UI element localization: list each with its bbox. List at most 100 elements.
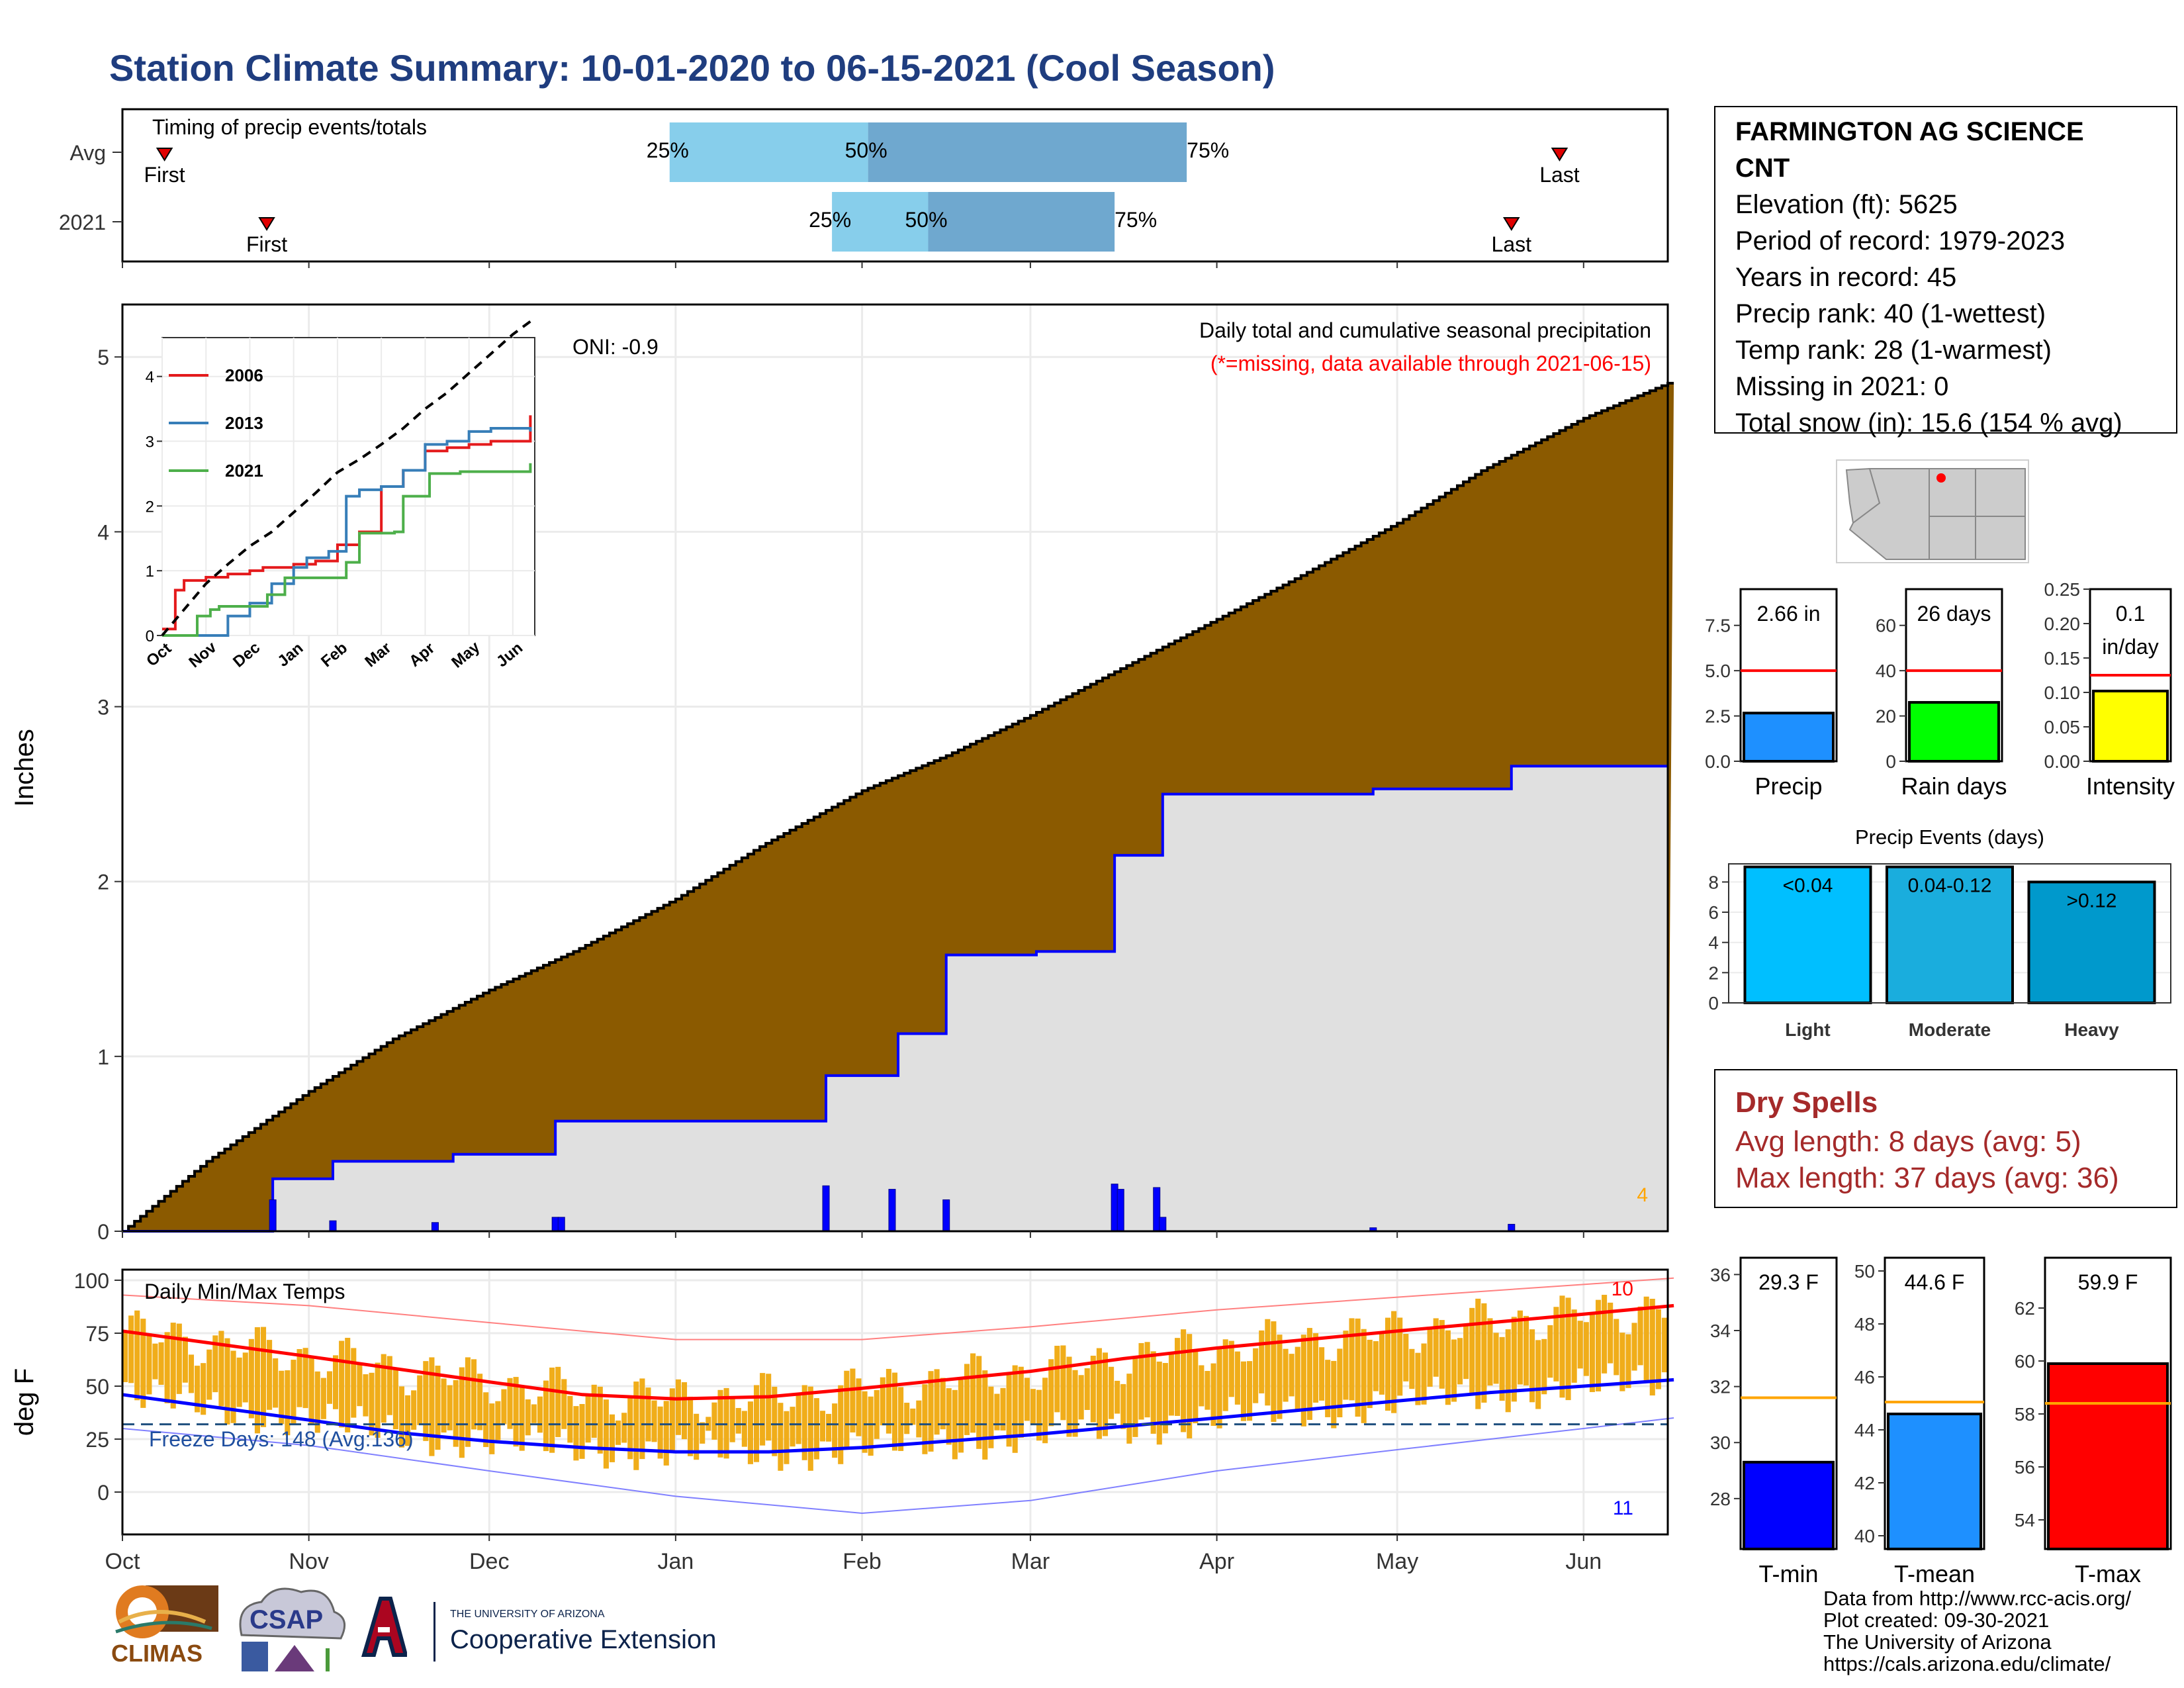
credit-univ: The University of Arizona <box>1823 1630 2052 1654</box>
daily-temp-bar <box>1247 1361 1253 1421</box>
daily-temp-bar <box>946 1388 952 1445</box>
temp-y-label: deg F <box>10 1368 39 1436</box>
small-bar-y-tick-label: 48 <box>1854 1314 1875 1335</box>
small-bar-y-tick-label: 56 <box>2015 1457 2035 1477</box>
freeze-days-label: Freeze Days: 148 (Avg:136) <box>149 1427 414 1451</box>
temp-y-tick-label: 25 <box>85 1428 109 1452</box>
daily-temp-bar <box>988 1386 994 1448</box>
daily-temp-bar <box>507 1378 513 1429</box>
daily-temp-bar <box>1066 1356 1072 1437</box>
daily-temp-bar <box>513 1377 519 1447</box>
credit-source: Data from http://www.rcc-acis.org/ <box>1823 1587 2132 1610</box>
daily-temp-bar <box>1109 1366 1115 1419</box>
daily-temp-bar <box>675 1379 681 1435</box>
station-name: FARMINGTON AG SCIENCE <box>1735 117 2084 146</box>
small-bar-value-label: 29.3 F <box>1758 1270 1819 1294</box>
daily-temp-bar <box>1487 1318 1493 1386</box>
inset-legend-label: 2006 <box>225 365 263 385</box>
daily-temp-bar <box>122 1331 128 1382</box>
small-bar-value-label: 44.6 F <box>1905 1270 1965 1294</box>
dry-spells-max: Max length: 37 days (avg: 36) <box>1735 1162 2119 1194</box>
daily-temp-bar <box>898 1387 904 1451</box>
page-title: Station Climate Summary: 10-01-2020 to 0… <box>109 47 1275 89</box>
daily-temp-bar <box>543 1380 549 1452</box>
daily-temp-bar <box>1614 1319 1619 1376</box>
daily-precip-bar <box>1111 1184 1118 1232</box>
daily-temp-bar <box>850 1368 856 1432</box>
daily-temp-bar <box>621 1413 627 1443</box>
quartile-label-75: 75% <box>1115 208 1157 232</box>
daily-temp-bar <box>904 1403 910 1434</box>
daily-temp-bar <box>248 1338 254 1419</box>
daily-temp-bar <box>423 1361 429 1441</box>
small-bar-value-label: 59.9 F <box>2078 1270 2138 1294</box>
daily-temp-bar <box>1210 1363 1216 1426</box>
station-snow: Total snow (in): 15.6 (154 % avg) <box>1735 408 2122 438</box>
station-name-2: CNT <box>1735 154 1790 183</box>
climas-logo: CLIMAS <box>106 1582 222 1681</box>
inset-y-tick-label: 4 <box>146 369 154 387</box>
temp-x-tick-label: May <box>1376 1549 1418 1574</box>
daily-temp-bar <box>1505 1329 1511 1413</box>
daily-temp-bar <box>398 1386 405 1448</box>
daily-precip-bar <box>1159 1217 1167 1232</box>
daily-temp-bar <box>170 1323 176 1409</box>
small-bar-Rain days <box>1908 701 2000 763</box>
temp-x-tick-label: Apr <box>1199 1549 1234 1574</box>
daily-temp-bar <box>1391 1311 1397 1413</box>
daily-temp-bar <box>519 1386 525 1451</box>
daily-temp-bar <box>332 1355 339 1409</box>
daily-temp-bar <box>735 1407 741 1434</box>
daily-temp-bar <box>392 1369 398 1430</box>
daily-temp-bar <box>633 1382 639 1470</box>
daily-temp-bar <box>561 1379 567 1429</box>
daily-temp-bar <box>826 1413 832 1442</box>
season-cumulative-line <box>122 765 1668 1233</box>
daily-temp-bar <box>1253 1348 1259 1403</box>
temp-y-tick-label: 50 <box>85 1375 109 1399</box>
small-bar-T-min <box>1743 1460 1835 1551</box>
daily-temp-bar <box>688 1396 694 1456</box>
quartile-bar-lower <box>669 122 868 182</box>
daily-temp-bar <box>260 1327 267 1427</box>
avg-tmin-line <box>122 1378 1674 1454</box>
last-label: Last <box>1492 232 1532 256</box>
inset-series-2021 <box>162 463 532 637</box>
precip-y-tick-label: 5 <box>97 346 109 369</box>
precip-chart-subtitle: (*=missing, data available through 2021-… <box>1210 352 1651 375</box>
daily-temp-bar <box>291 1360 296 1425</box>
temp-x-tick-label: Jun <box>1565 1549 1602 1574</box>
small-bar-y-tick-label: 44 <box>1854 1420 1875 1440</box>
small-bar-y-tick-label: 34 <box>1710 1321 1731 1341</box>
small-bar-T-mean <box>1887 1413 1982 1550</box>
daily-temp-bar <box>1565 1297 1571 1401</box>
daily-temp-bar <box>285 1370 291 1436</box>
dry-spells-box: Dry Spells Avg length: 8 days (avg: 5) M… <box>1714 1069 2177 1208</box>
daily-temp-bar <box>1361 1329 1367 1423</box>
daily-temp-bar <box>224 1338 230 1425</box>
daily-temp-bar <box>351 1348 357 1418</box>
events-frame <box>1728 863 2171 1004</box>
temp-y-tick-label: 100 <box>74 1269 109 1293</box>
avg-cumulative-line <box>122 381 1674 1233</box>
daily-temp-bar <box>669 1388 675 1452</box>
daily-temp-bar <box>447 1385 453 1430</box>
daily-temp-bar <box>1427 1328 1433 1387</box>
daily-temp-bar <box>1625 1334 1631 1388</box>
inset-series-2013 <box>162 426 532 637</box>
daily-precip-bar <box>1153 1187 1161 1232</box>
daily-temp-bar <box>1409 1348 1415 1389</box>
daily-precip-bar <box>269 1199 277 1232</box>
daily-temp-bar <box>134 1310 140 1401</box>
daily-temp-bar <box>651 1400 657 1442</box>
daily-temp-bar <box>326 1371 332 1404</box>
daily-temp-bar <box>1331 1360 1337 1429</box>
timeline-row-label: Avg <box>69 141 106 165</box>
daily-temp-bar <box>1619 1333 1625 1391</box>
daily-temp-bar <box>1042 1378 1048 1444</box>
daily-temp-bar <box>1277 1335 1283 1419</box>
inset-y-tick-label: 3 <box>146 434 154 451</box>
daily-temp-bar <box>1000 1387 1006 1430</box>
daily-temp-bar <box>874 1389 880 1439</box>
daily-temp-bar <box>760 1373 766 1446</box>
